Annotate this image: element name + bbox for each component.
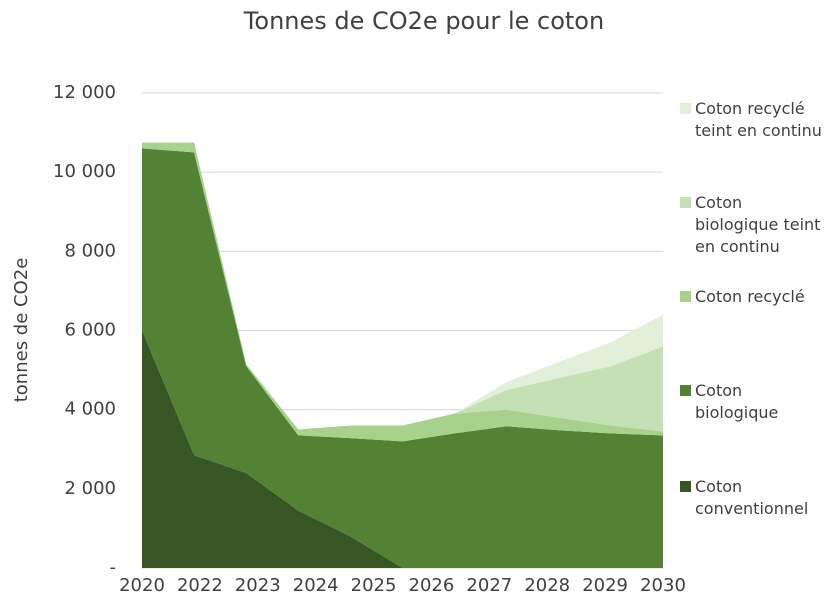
y-tick-label: 2 000 [64,478,116,499]
legend-label: Coton biologique teint en continu [695,193,821,256]
legend-item: Coton recyclé [680,286,830,308]
legend-swatch [680,481,691,492]
legend-swatch [680,197,691,208]
area [142,330,663,568]
legend-swatch [680,291,691,302]
y-tick-label: 10 000 [53,161,116,182]
x-tick-label: 2024 [293,575,339,596]
legend-swatch [680,385,691,396]
legend-label: Coton conventionnel [695,477,809,518]
legend-swatch [680,103,691,114]
legend-item: Coton recyclé teint en continu [680,98,830,142]
x-tick-label: 2020 [119,575,165,596]
x-tick-label: 2029 [582,575,628,596]
legend-item: Coton conventionnel [680,476,830,520]
area [142,142,663,432]
x-tick-label: 2030 [640,575,686,596]
x-tick-label: 2027 [466,575,512,596]
x-tick-label: 2028 [524,575,570,596]
y-tick-label: 12 000 [53,82,116,103]
legend-label: Coton biologique [695,381,779,422]
legend-item: Coton biologique [680,380,830,424]
x-tick-label: 2023 [235,575,281,596]
y-axis-label: tonnes de CO2e [11,258,32,403]
x-tick-label: 2026 [409,575,455,596]
y-tick-label: 4 000 [64,399,116,420]
area [142,148,663,568]
y-tick-label: 6 000 [64,320,116,341]
chart-title: Tonnes de CO2e pour le coton [243,7,604,35]
legend-label: Coton recyclé teint en continu [695,99,822,140]
legend-item: Coton biologique teint en continu [680,192,830,258]
y-tick-label: 8 000 [64,240,116,261]
y-tick-label: - [110,557,117,578]
legend-label: Coton recyclé [695,287,805,306]
x-tick-label: 2025 [351,575,397,596]
x-tick-label: 2022 [177,575,223,596]
